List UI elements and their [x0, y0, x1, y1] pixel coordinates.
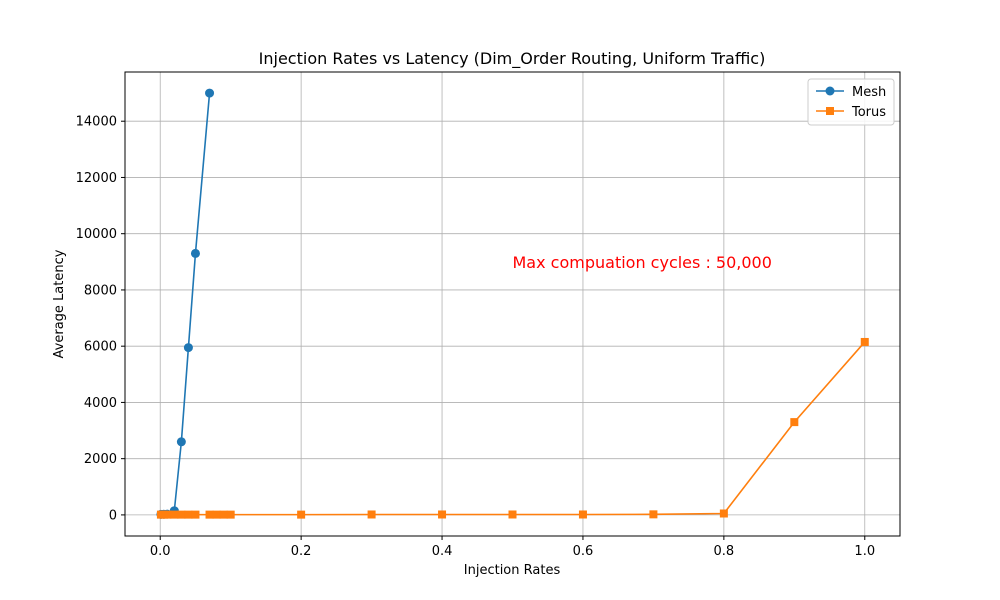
data-point — [212, 510, 221, 519]
y-tick-label: 6000 — [84, 340, 117, 355]
legend-label: Mesh — [852, 85, 886, 100]
data-point — [176, 437, 186, 447]
series-mesh — [156, 88, 215, 519]
plot-frame — [124, 71, 901, 537]
data-point — [508, 510, 517, 519]
y-tick-label: 4000 — [84, 396, 117, 411]
x-tick-label: 0.0 — [150, 544, 171, 559]
data-point — [860, 337, 869, 346]
legend: Mesh Torus — [807, 78, 895, 126]
legend-label: Torus — [851, 105, 886, 120]
x-tick-label: 0.8 — [714, 544, 735, 559]
y-axis-label: Average Latency — [52, 249, 67, 358]
y-tick-label: 12000 — [76, 171, 117, 186]
x-tick-label: 0.4 — [432, 544, 453, 559]
series-line — [160, 93, 211, 516]
data-point — [226, 510, 235, 519]
x-tick-label: 0.6 — [573, 544, 594, 559]
data-point — [190, 248, 200, 258]
data-point — [163, 510, 172, 519]
legend-marker — [826, 107, 834, 115]
data-point — [790, 418, 799, 427]
annotation: Max compuation cycles : 50,000 — [513, 253, 772, 272]
chart-title: Injection Rates vs Latency (Dim_Order Ro… — [259, 49, 766, 69]
data-point — [184, 510, 193, 519]
grid — [125, 72, 900, 536]
y-tick-label: 8000 — [84, 283, 117, 298]
y-tick-label: 14000 — [76, 115, 117, 130]
y-axis: 0 2000 4000 6000 8000 10000 12000 14000 — [76, 115, 125, 523]
x-tick-label: 0.2 — [291, 544, 312, 559]
series-layer — [156, 88, 869, 519]
legend-marker — [825, 86, 835, 96]
x-axis-label: Injection Rates — [464, 563, 561, 578]
data-point — [205, 510, 214, 519]
y-tick-label: 0 — [109, 508, 117, 523]
data-point — [183, 343, 193, 353]
x-tick-label: 1.0 — [854, 544, 875, 559]
y-tick-label: 10000 — [76, 227, 117, 242]
data-point — [177, 510, 186, 519]
data-point — [205, 88, 215, 98]
series-torus — [156, 337, 869, 519]
data-point — [219, 510, 228, 519]
data-point — [297, 510, 306, 519]
y-tick-label: 2000 — [84, 452, 117, 467]
data-point — [438, 510, 447, 519]
data-point — [719, 509, 728, 518]
data-point — [191, 510, 200, 519]
data-point — [649, 510, 658, 519]
series-line — [160, 341, 866, 516]
data-point — [578, 510, 587, 519]
data-point — [170, 510, 179, 519]
data-point — [367, 510, 376, 519]
x-axis: 0.0 0.2 0.4 0.6 0.8 1.0 — [150, 536, 875, 559]
